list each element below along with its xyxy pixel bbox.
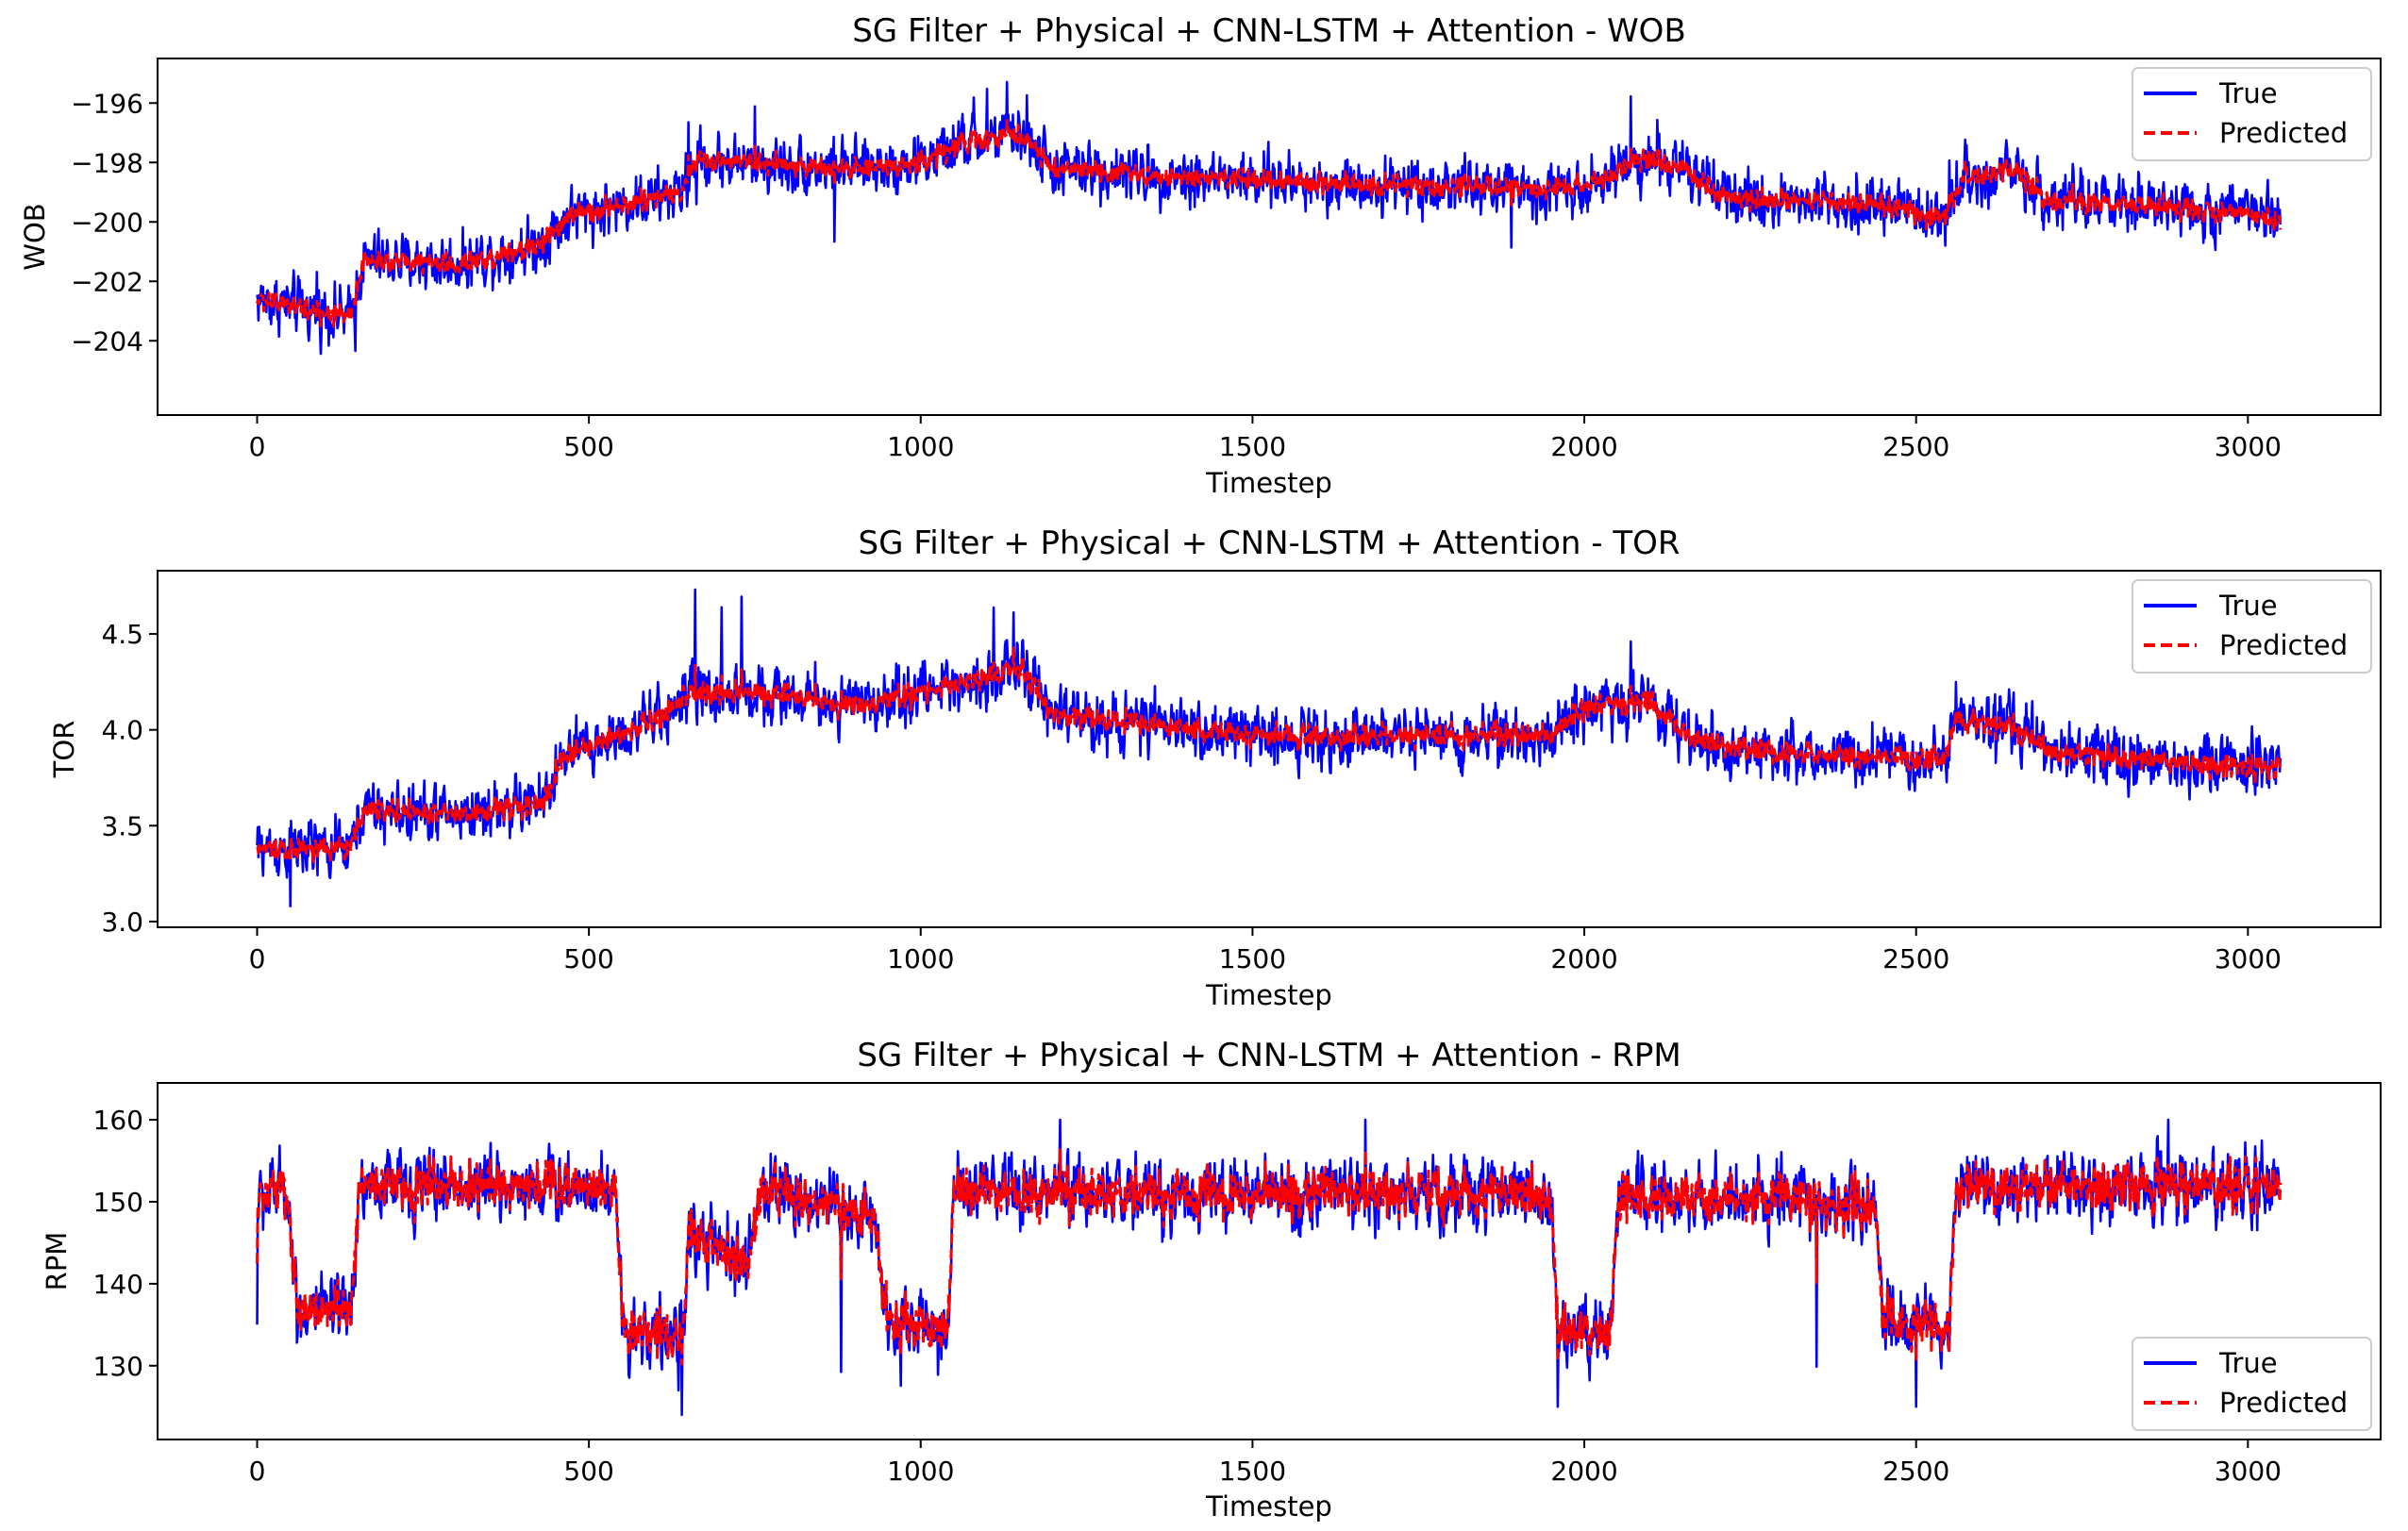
rpm-y-tick-label: 150	[93, 1187, 143, 1218]
wob-y-ticks: −204 −202 −200 −198 −196	[71, 88, 158, 357]
rpm-x-label: Timestep	[1205, 1490, 1332, 1523]
wob-x-tick-label: 2000	[1550, 431, 1617, 462]
rpm-legend-predicted-label: Predicted	[2219, 1387, 2348, 1419]
tor-y-tick-label: 4.5	[101, 619, 143, 650]
rpm-axes-frame	[157, 1082, 2382, 1440]
wob-predicted-line	[256, 119, 2283, 328]
tor-x-tick-label: 1000	[887, 943, 954, 974]
tor-y-tick-label: 3.5	[101, 810, 143, 841]
rpm-panel: SG Filter + Physical + CNN-LSTM + Attent…	[41, 1037, 2382, 1523]
tor-y-label: TOR	[48, 721, 80, 779]
rpm-x-tick-label: 2500	[1882, 1456, 1949, 1487]
tor-x-tick-label: 2000	[1550, 943, 1617, 974]
wob-x-label: Timestep	[1205, 467, 1332, 499]
rpm-y-label: RPM	[41, 1232, 73, 1291]
tor-x-tick-label: 0	[249, 943, 266, 974]
wob-y-tick-label: −196	[71, 88, 143, 119]
rpm-x-ticks: 0 500 1000 1500 2000 2500 3000	[249, 1439, 2282, 1487]
rpm-y-tick-label: 160	[93, 1105, 143, 1136]
tor-title: SG Filter + Physical + CNN-LSTM + Attent…	[858, 524, 1680, 562]
wob-legend-predicted-label: Predicted	[2219, 117, 2348, 149]
wob-x-tick-label: 500	[563, 431, 613, 462]
wob-legend-frame	[2132, 67, 2372, 161]
tor-x-ticks: 0 500 1000 1500 2000 2500 3000	[249, 927, 2282, 974]
rpm-predicted-line	[256, 1148, 2283, 1366]
wob-x-tick-label: 2500	[1882, 431, 1949, 462]
tor-axes-frame	[157, 570, 2382, 928]
rpm-y-tick-label: 130	[93, 1351, 143, 1382]
tor-series-layer	[256, 588, 2283, 907]
rpm-series-layer	[256, 1118, 2283, 1417]
rpm-x-tick-label: 3000	[2215, 1456, 2282, 1487]
wob-x-tick-label: 3000	[2215, 431, 2282, 462]
rpm-x-tick-label: 1500	[1219, 1456, 1286, 1487]
rpm-x-tick-label: 2000	[1550, 1456, 1617, 1487]
tor-x-tick-label: 2500	[1882, 943, 1949, 974]
tor-legend: True Predicted	[2132, 579, 2372, 674]
tor-x-label: Timestep	[1205, 979, 1332, 1011]
rpm-legend-true-label: True	[2218, 1347, 2278, 1379]
tor-y-tick-label: 4.0	[101, 715, 143, 746]
tor-x-tick-label: 1500	[1219, 943, 1286, 974]
wob-y-tick-label: −204	[71, 325, 143, 357]
tor-y-tick-label: 3.0	[101, 907, 143, 938]
rpm-y-tick-label: 140	[93, 1269, 143, 1300]
tor-legend-true-label: True	[2218, 590, 2278, 622]
rpm-legend-frame	[2132, 1337, 2372, 1431]
wob-axes-frame	[157, 58, 2382, 416]
tor-predicted-line	[256, 646, 2283, 864]
rpm-true-line	[256, 1118, 2282, 1417]
wob-y-tick-label: −200	[71, 207, 143, 238]
rpm-legend: True Predicted	[2132, 1337, 2372, 1431]
wob-x-tick-label: 1000	[887, 431, 954, 462]
wob-x-tick-label: 1500	[1219, 431, 1286, 462]
tor-legend-predicted-label: Predicted	[2219, 629, 2348, 661]
wob-title: SG Filter + Physical + CNN-LSTM + Attent…	[852, 12, 1686, 50]
wob-y-tick-label: −202	[71, 266, 143, 297]
wob-series-layer	[256, 80, 2283, 356]
wob-legend: True Predicted	[2132, 67, 2372, 161]
tor-legend-frame	[2132, 579, 2372, 674]
wob-legend-true-label: True	[2218, 77, 2278, 109]
tor-y-ticks: 3.0 3.5 4.0 4.5	[101, 619, 158, 938]
tor-x-tick-label: 3000	[2215, 943, 2282, 974]
wob-panel: SG Filter + Physical + CNN-LSTM + Attent…	[19, 12, 2382, 499]
rpm-title: SG Filter + Physical + CNN-LSTM + Attent…	[857, 1037, 1681, 1074]
wob-y-tick-label: −198	[71, 147, 143, 178]
wob-true-line	[256, 80, 2283, 356]
tor-x-tick-label: 500	[563, 943, 613, 974]
rpm-x-tick-label: 0	[249, 1456, 266, 1487]
wob-x-ticks: 0 500 1000 1500 2000 2500 3000	[249, 415, 2282, 462]
wob-x-tick-label: 0	[249, 431, 266, 462]
wob-y-label: WOB	[19, 203, 51, 270]
rpm-x-tick-label: 500	[563, 1456, 613, 1487]
rpm-x-tick-label: 1000	[887, 1456, 954, 1487]
rpm-y-ticks: 130 140 150 160	[93, 1105, 158, 1382]
tor-panel: SG Filter + Physical + CNN-LSTM + Attent…	[48, 524, 2382, 1011]
